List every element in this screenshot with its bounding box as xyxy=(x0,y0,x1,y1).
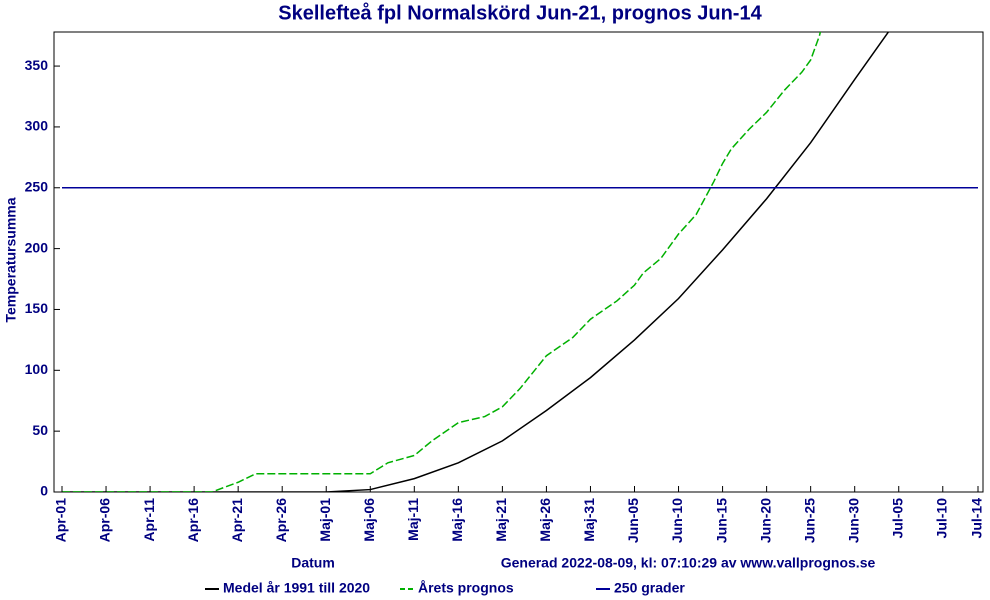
y-tick-label: 200 xyxy=(25,239,49,255)
x-tick-label: Jun-20 xyxy=(757,498,773,543)
x-tick-label: Maj-06 xyxy=(361,498,377,542)
x-tick-label: Apr-11 xyxy=(141,498,157,542)
plot-frame xyxy=(53,31,984,493)
x-tick-label: Maj-01 xyxy=(317,498,333,542)
x-tick-label: Apr-26 xyxy=(273,498,289,543)
y-tick-label: 250 xyxy=(25,178,49,194)
x-tick-label: Jun-05 xyxy=(625,498,641,543)
series-line xyxy=(62,32,890,492)
y-tick-label: 350 xyxy=(25,57,49,73)
x-tick-label: Apr-21 xyxy=(229,498,245,543)
x-tick-label: Apr-06 xyxy=(97,498,113,543)
x-tick-label: Jun-10 xyxy=(669,498,685,543)
x-tick-label: Apr-01 xyxy=(53,498,69,543)
x-tick-label: Jun-30 xyxy=(845,498,861,543)
y-axis-label: Temperatursumma xyxy=(3,197,19,322)
x-tick-label: Jun-25 xyxy=(801,498,817,543)
x-tick-label: Maj-21 xyxy=(493,498,509,542)
x-tick-label: Maj-26 xyxy=(537,498,553,542)
x-tick-label: Jun-15 xyxy=(713,498,729,543)
plot-area xyxy=(62,32,978,492)
y-tick-label: 0 xyxy=(40,483,48,499)
y-tick-label: 50 xyxy=(32,422,48,438)
annotation: Generad 2022-08-09, kl: 07:10:29 av www.… xyxy=(501,555,876,571)
x-tick-label: Maj-11 xyxy=(405,498,421,541)
chart-title: Skellefteå fpl Normalskörd Jun-21, progn… xyxy=(278,1,762,24)
x-tick-label: Apr-16 xyxy=(185,498,201,543)
y-tick-label: 150 xyxy=(25,300,49,316)
x-tick-label: Jul-05 xyxy=(889,498,905,539)
x-tick-label: Maj-16 xyxy=(449,498,465,542)
y-tick-label: 100 xyxy=(25,361,49,377)
legend-label: Medel år 1991 till 2020 xyxy=(223,580,370,596)
legend-label: Årets prognos xyxy=(418,580,514,596)
x-tick-label: Maj-31 xyxy=(581,498,597,542)
x-tick-label: Jul-14 xyxy=(969,498,985,539)
x-axis-label: Datum xyxy=(291,555,335,571)
y-tick-label: 300 xyxy=(25,118,49,134)
series-line xyxy=(62,32,822,492)
x-tick-label: Jul-10 xyxy=(933,498,949,539)
legend-label: 250 grader xyxy=(614,580,685,596)
